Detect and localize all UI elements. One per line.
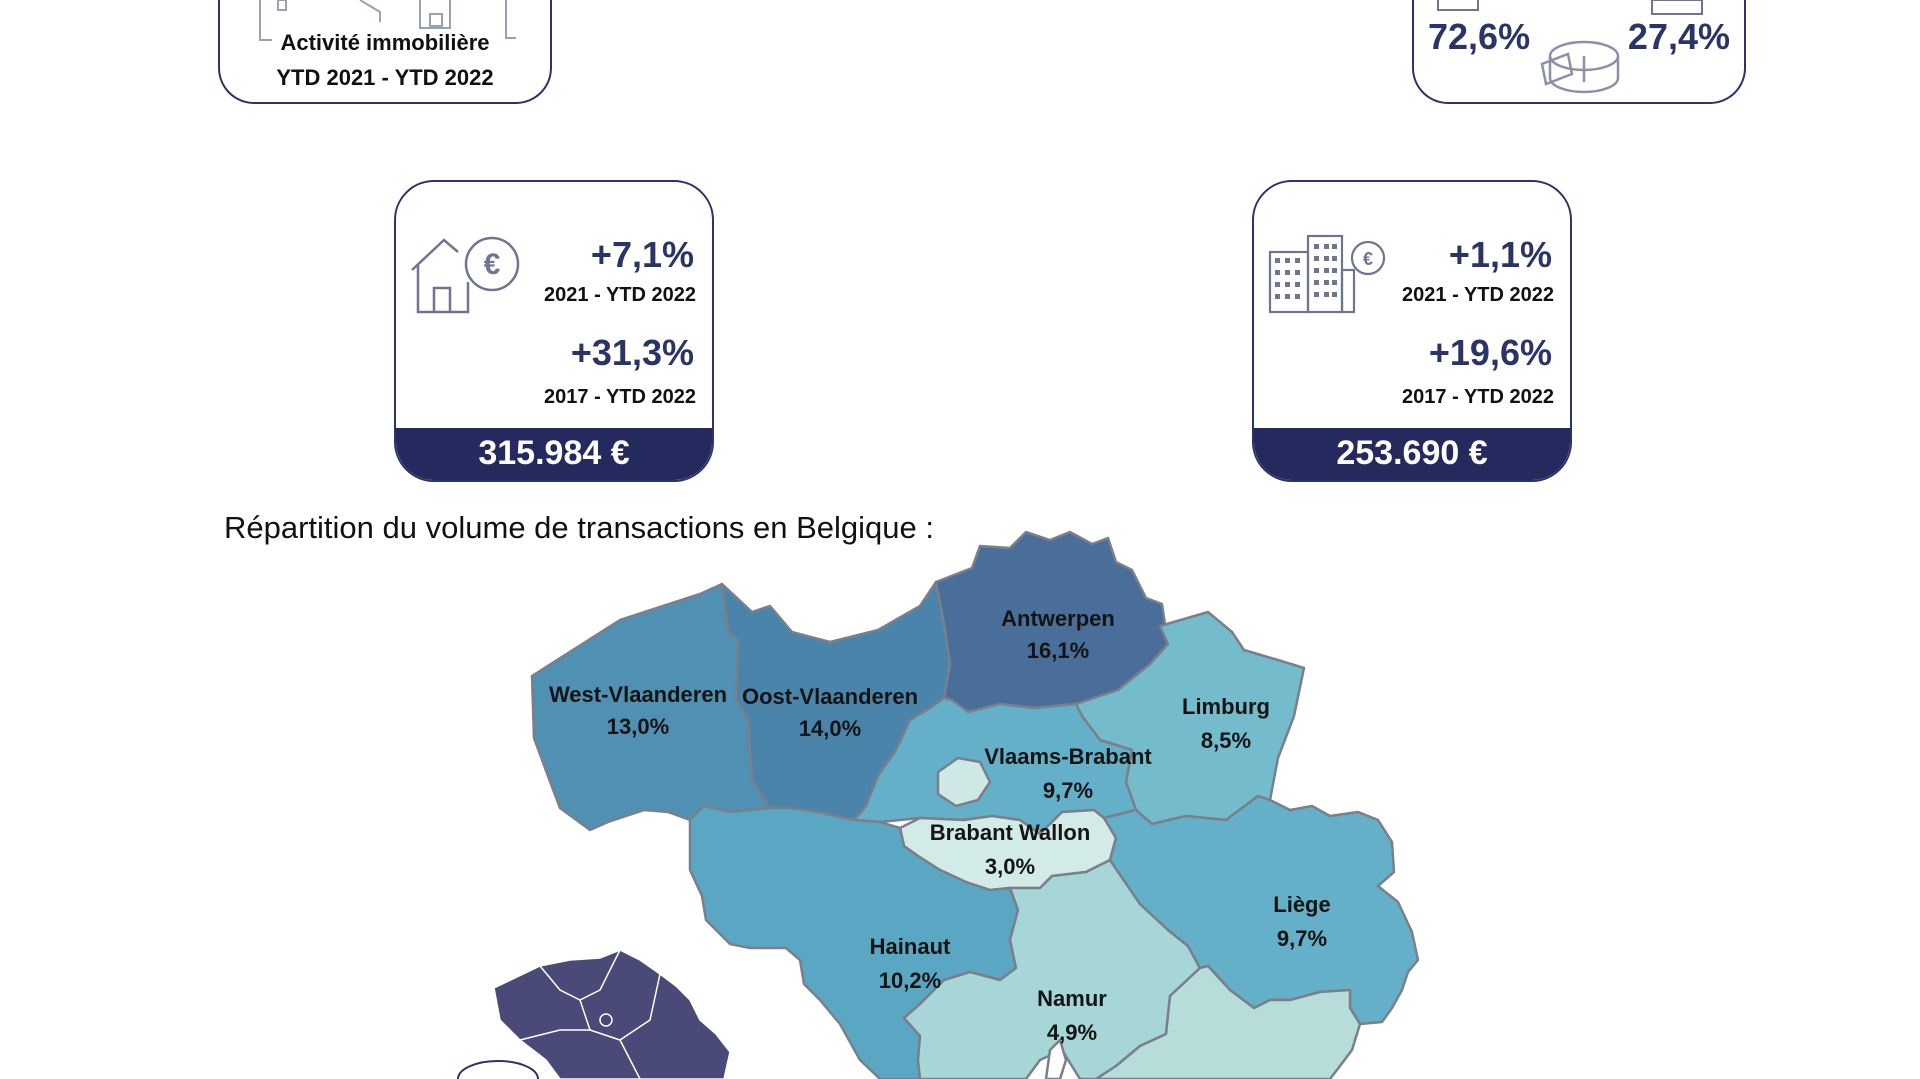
share-oost-vlaanderen: 14,0% — [799, 716, 861, 741]
share-liege: 9,7% — [1277, 926, 1327, 951]
pie-chart-icon — [1540, 40, 1620, 94]
apartment-change-1: +1,1% — [1448, 234, 1552, 275]
inset-circle — [457, 1060, 539, 1079]
label-liege: Liège — [1273, 892, 1330, 917]
building-small-icon — [1437, 0, 1703, 15]
apartment-price-card: € +1,1% 2021 - YTD 2022 +19,6% 2017 - YT… — [1252, 180, 1572, 482]
share-vlaams-brabant: 9,7% — [1043, 778, 1093, 803]
label-oost-vlaanderen: Oost-Vlaanderen — [742, 684, 918, 709]
label-west-vlaanderen: West-Vlaanderen — [549, 682, 727, 707]
share-west-vlaanderen: 13,0% — [607, 714, 669, 739]
house-price-card: € +7,1% 2021 - YTD 2022 +31,3% 2017 - YT… — [394, 180, 714, 482]
apartment-change-2: +19,6% — [1428, 332, 1552, 373]
activity-period: YTD 2021 - YTD 2022 — [276, 65, 494, 90]
inset-map — [493, 949, 731, 1079]
share-left-value: 72,6% — [1428, 16, 1531, 57]
share-card: 72,6% 27,4% — [1412, 0, 1746, 104]
house-change-1-period: 2021 - YTD 2022 — [544, 284, 696, 306]
house-price: 315.984 € — [396, 428, 712, 480]
share-limburg: 8,5% — [1201, 728, 1251, 753]
region-luxembourg — [1094, 964, 1362, 1079]
apartment-price: 253.690 € — [1254, 428, 1570, 480]
svg-text:€: € — [484, 248, 501, 281]
activity-title: Activité immobilière — [280, 30, 490, 55]
house-change-1: +7,1% — [590, 234, 694, 275]
label-limburg: Limburg — [1182, 694, 1270, 719]
label-brabant-wallon: Brabant Wallon — [930, 820, 1091, 845]
label-namur: Namur — [1037, 986, 1107, 1011]
share-namur: 4,9% — [1047, 1020, 1097, 1045]
activity-card: Activité immobilière YTD 2021 - YTD 2022 — [218, 0, 552, 104]
label-antwerpen: Antwerpen — [1001, 606, 1115, 631]
region-namur-gap — [1044, 1038, 1068, 1079]
house-change-2-period: 2017 - YTD 2022 — [544, 386, 696, 408]
region-brussels — [936, 756, 992, 808]
share-brabant-wallon: 3,0% — [985, 854, 1035, 879]
house-euro-icon: € — [411, 236, 520, 314]
apartment-change-1-period: 2021 - YTD 2022 — [1402, 284, 1554, 306]
svg-text:€: € — [1363, 249, 1373, 269]
share-right-value: 27,4% — [1627, 16, 1730, 57]
label-vlaams-brabant: Vlaams-Brabant — [984, 744, 1152, 769]
house-change-2: +31,3% — [570, 332, 694, 373]
apartment-change-2-period: 2017 - YTD 2022 — [1402, 386, 1554, 408]
apartment-euro-icon: € — [1268, 234, 1386, 314]
label-hainaut: Hainaut — [870, 934, 951, 959]
share-antwerpen: 16,1% — [1027, 638, 1089, 663]
share-hainaut: 10,2% — [879, 968, 941, 993]
map-section-title: Répartition du volume de transactions en… — [224, 510, 934, 545]
houses-icon — [259, 0, 516, 41]
